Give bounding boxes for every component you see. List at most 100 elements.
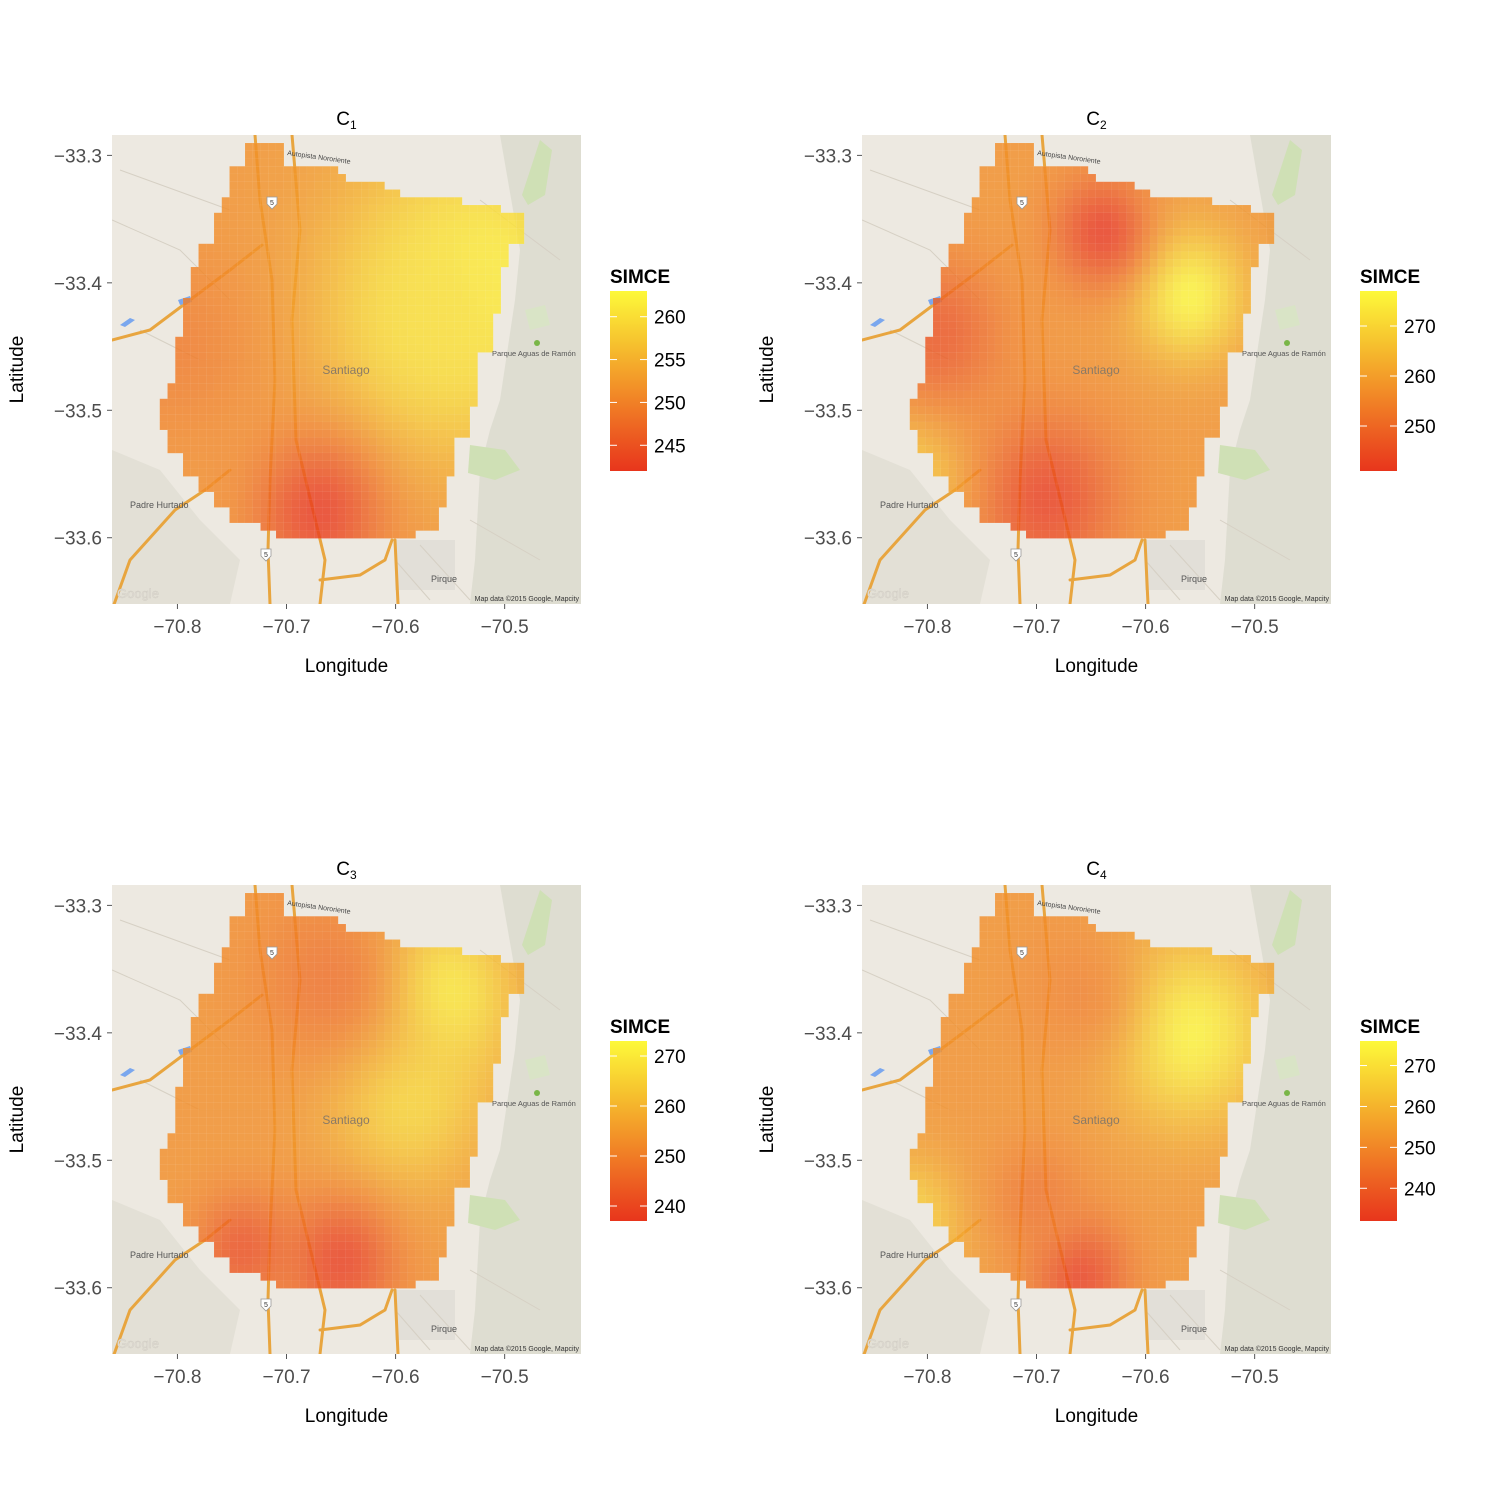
map-label-park: Parque Aguas de Ramón (492, 349, 576, 358)
heatmap-cell (315, 924, 323, 932)
heatmap-cell (995, 484, 1003, 492)
heatmap-cell (416, 978, 424, 986)
heatmap-cell (431, 986, 439, 994)
heatmap-cell (315, 228, 323, 236)
heatmap-cell (307, 422, 315, 430)
heatmap-cell (1259, 221, 1267, 229)
heatmap-cell (1197, 267, 1205, 275)
heatmap-cell (237, 329, 245, 337)
heatmap-cell (392, 955, 400, 963)
heatmap-cell (323, 1071, 331, 1079)
heatmap-cell (1011, 399, 1019, 407)
heatmap-cell (949, 376, 957, 384)
heatmap-cell (315, 1157, 323, 1165)
heatmap-cell (299, 1157, 307, 1165)
heatmap-cell (307, 947, 315, 955)
heatmap-cell (485, 1087, 493, 1095)
heatmap-cell (330, 445, 338, 453)
heatmap-cell (261, 1172, 269, 1180)
heatmap-cell (315, 986, 323, 994)
heatmap-cell (268, 492, 276, 500)
heatmap-cell (268, 1141, 276, 1149)
heatmap-cell (1119, 213, 1127, 221)
heatmap-cell (1065, 531, 1073, 539)
heatmap-cell (361, 1133, 369, 1141)
heatmap-cell (369, 947, 377, 955)
heatmap-cell (168, 1180, 176, 1188)
heatmap-cell (199, 321, 207, 329)
heatmap-cell (454, 228, 462, 236)
heatmap-cell (253, 461, 261, 469)
heatmap-cell (1135, 453, 1143, 461)
heatmap-cell (1011, 360, 1019, 368)
heatmap-cell (1135, 197, 1143, 205)
heatmap-cell (493, 1048, 501, 1056)
heatmap-cell (214, 1017, 222, 1025)
heatmap-cell (431, 1087, 439, 1095)
heatmap-cell (261, 1017, 269, 1025)
heatmap-cell (416, 259, 424, 267)
legend-tick-label: 250 (1404, 417, 1436, 438)
heatmap-cell (1166, 430, 1174, 438)
heatmap-cell (1204, 205, 1212, 213)
heatmap-cell (1104, 523, 1112, 531)
heatmap-cell (447, 321, 455, 329)
heatmap-cell (346, 1211, 354, 1219)
heatmap-cell (369, 1172, 377, 1180)
heatmap-cell (330, 1095, 338, 1103)
heatmap-cell (1212, 228, 1220, 236)
heatmap-cell (369, 221, 377, 229)
heatmap-cell (995, 236, 1003, 244)
heatmap-cell (361, 236, 369, 244)
heatmap-cell (315, 1064, 323, 1072)
heatmap-cell (354, 267, 362, 275)
heatmap-cell (1057, 329, 1065, 337)
heatmap-cell (338, 1033, 346, 1041)
heatmap-cell (199, 314, 207, 322)
heatmap-cell (1142, 321, 1150, 329)
heatmap-cell (330, 1219, 338, 1227)
heatmap-cell (214, 267, 222, 275)
heatmap-cell (1049, 391, 1057, 399)
heatmap-cell (385, 1141, 393, 1149)
heatmap-cell (222, 244, 230, 252)
heatmap-cell (400, 1157, 408, 1165)
heatmap-cell (191, 383, 199, 391)
heatmap-cell (972, 259, 980, 267)
heatmap-cell (439, 244, 447, 252)
heatmap-cell (191, 445, 199, 453)
heatmap-cell (1204, 314, 1212, 322)
heatmap-cell (1251, 213, 1259, 221)
heatmap-cell (377, 275, 385, 283)
heatmap-cell (1088, 515, 1096, 523)
heatmap-cell (354, 1172, 362, 1180)
heatmap-cell (1220, 345, 1228, 353)
heatmap-cell (299, 1195, 307, 1203)
heatmap-cell (315, 523, 323, 531)
heatmap-cell (377, 1071, 385, 1079)
heatmap-cell (447, 290, 455, 298)
heatmap-cell (191, 306, 199, 314)
heatmap-cell (307, 368, 315, 376)
heatmap-cell (1042, 298, 1050, 306)
heatmap-cell (354, 275, 362, 283)
heatmap-cell (493, 978, 501, 986)
heatmap-cell (462, 352, 470, 360)
heatmap-cell (1104, 453, 1112, 461)
heatmap-cell (995, 383, 1003, 391)
heatmap-cell (949, 306, 957, 314)
heatmap-cell (987, 166, 995, 174)
heatmap-cell (1181, 383, 1189, 391)
heatmap-cell (423, 523, 431, 531)
heatmap-cell (369, 1133, 377, 1141)
heatmap-cell (268, 515, 276, 523)
heatmap-cell (1135, 298, 1143, 306)
heatmap-cell (377, 391, 385, 399)
heatmap-cell (470, 267, 478, 275)
heatmap-cell (330, 1033, 338, 1041)
heatmap-cell (268, 1064, 276, 1072)
heatmap-cell (230, 213, 238, 221)
heatmap-cell (470, 1071, 478, 1079)
heatmap-cell (330, 932, 338, 940)
heatmap-cell (987, 329, 995, 337)
